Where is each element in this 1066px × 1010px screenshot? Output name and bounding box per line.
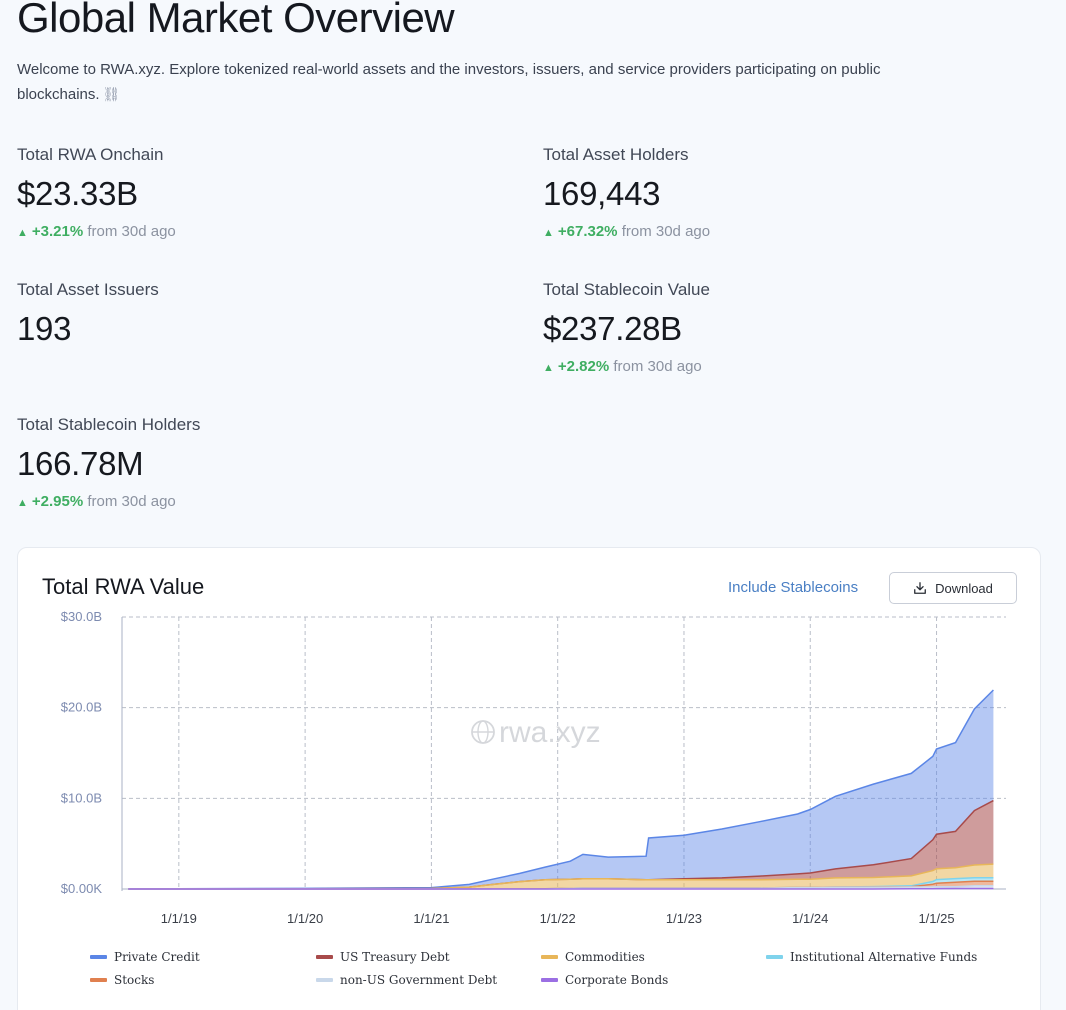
change-suffix: from 30d ago — [613, 358, 702, 375]
legend-swatch — [316, 955, 333, 959]
stat-total-stablecoin-holders: Total Stablecoin Holders 166.78M ▲ +2.95%… — [17, 415, 200, 510]
stat-label: Total RWA Onchain — [17, 145, 164, 164]
line-commodities — [128, 863, 994, 890]
legend-item[interactable]: US Treasury Debt — [316, 950, 450, 964]
legend-label: non-US Government Debt — [340, 973, 498, 987]
trend-up-icon: ▲ — [17, 227, 28, 239]
trend-up-icon: ▲ — [543, 227, 554, 239]
download-label: Download — [935, 580, 993, 596]
legend-swatch — [316, 978, 333, 982]
stat-value: $23.33B — [17, 175, 138, 212]
line-corporate-bonds — [128, 887, 994, 890]
trend-up-icon: ▲ — [17, 497, 28, 509]
legend-item[interactable]: non-US Government Debt — [316, 973, 497, 987]
x-tick-label: 1/1/22 — [540, 911, 576, 926]
legend-item[interactable]: Private Credit — [90, 950, 200, 964]
change-suffix: from 30d ago — [87, 223, 176, 240]
stat-change: ▲ +2.82% from 30d ago — [543, 358, 710, 375]
stat-change: ▲ +67.32% from 30d ago — [543, 223, 710, 240]
legend-label: Stocks — [114, 973, 155, 987]
legend-item[interactable]: Commodities — [541, 950, 645, 964]
legend-label: US Treasury Debt — [340, 950, 450, 964]
stat-value: 193 — [17, 310, 72, 347]
stat-label: Total Stablecoin Holders — [17, 415, 201, 434]
intro-description: Welcome to RWA.xyz. Explore tokenized re… — [17, 61, 881, 103]
stat-total-stablecoin-value: Total Stablecoin Value $237.28B ▲ +2.82% … — [543, 280, 710, 375]
legend-label: Institutional Alternative Funds — [790, 950, 978, 964]
y-tick-label: $30.0B — [61, 609, 102, 624]
watermark: rwa.xyz — [471, 716, 601, 749]
x-tick-label: 1/1/24 — [792, 911, 828, 926]
stat-label: Total Stablecoin Value — [543, 280, 710, 299]
include-stablecoins-toggle[interactable]: Include Stablecoins — [728, 579, 859, 596]
y-tick-label: $0.00K — [61, 881, 103, 896]
x-tick-label: 1/1/25 — [918, 911, 954, 926]
stat-total-asset-issuers: Total Asset Issuers 193 — [17, 280, 159, 348]
stat-value: 166.78M — [17, 445, 144, 482]
stat-total-rwa-onchain: Total RWA Onchain $23.33B ▲ +3.21% from 3… — [17, 145, 176, 240]
change-suffix: from 30d ago — [87, 493, 176, 510]
stat-change: ▲ +3.21% from 30d ago — [17, 223, 176, 240]
change-suffix: from 30d ago — [621, 223, 711, 240]
chart-title: Total RWA Value — [42, 574, 205, 599]
x-tick-label: 1/1/19 — [161, 911, 197, 926]
x-tick-label: 1/1/23 — [666, 911, 702, 926]
watermark-globe-icon — [477, 720, 489, 744]
intro-text: Welcome to RWA.xyz. Explore tokenized re… — [17, 58, 937, 107]
legend-label: Commodities — [565, 950, 645, 964]
x-tick-label: 1/1/21 — [413, 911, 449, 926]
y-tick-label: $20.0B — [61, 700, 102, 715]
area-commodities — [128, 864, 994, 889]
download-icon — [914, 582, 926, 594]
rwa-value-chart: $0.00K $10.0B $20.0B $30.0B 1/1/19 1/1/20 1/1/… — [61, 609, 1006, 926]
legend-item[interactable]: Institutional Alternative Funds — [766, 950, 977, 964]
legend-label: Corporate Bonds — [565, 973, 669, 987]
stat-label: Total Asset Issuers — [17, 280, 159, 299]
stat-total-asset-holders: Total Asset Holders 169,443 ▲ +67.32% fro… — [543, 145, 710, 240]
change-percent: +67.32% — [557, 223, 618, 240]
download-button[interactable]: Download — [889, 572, 1017, 604]
stat-change: ▲ +2.95% from 30d ago — [17, 493, 200, 510]
legend-item[interactable]: Stocks — [90, 973, 154, 987]
change-percent: +2.95% — [31, 493, 84, 510]
legend-item[interactable]: Corporate Bonds — [541, 973, 668, 987]
legend-swatch — [541, 955, 558, 959]
x-tick-label: 1/1/20 — [287, 911, 323, 926]
area-private-credit — [128, 690, 994, 889]
y-tick-label: $10.0B — [61, 790, 102, 805]
legend-swatch — [766, 955, 783, 959]
change-percent: +3.21% — [31, 223, 84, 240]
page-title: Global Market Overview — [17, 0, 455, 41]
total-rwa-value-card: $0.00K $10.0B $20.0B $30.0B 1/1/19 1/1/20 1/1/… — [17, 547, 1041, 1010]
stat-label: Total Asset Holders — [543, 145, 689, 164]
link-icon[interactable]: ⛓ — [102, 86, 121, 102]
watermark-text: rwa.xyz — [499, 716, 601, 749]
legend-swatch — [90, 978, 107, 982]
change-percent: +2.82% — [557, 358, 610, 375]
stat-value: $237.28B — [543, 310, 682, 347]
stat-value: 169,443 — [543, 175, 661, 212]
legend-label: Private Credit — [114, 950, 200, 964]
legend-swatch — [90, 955, 107, 959]
trend-up-icon: ▲ — [543, 362, 554, 374]
legend-swatch — [541, 978, 558, 982]
line-private-credit — [128, 689, 994, 890]
watermark-globe-icon — [471, 720, 495, 744]
